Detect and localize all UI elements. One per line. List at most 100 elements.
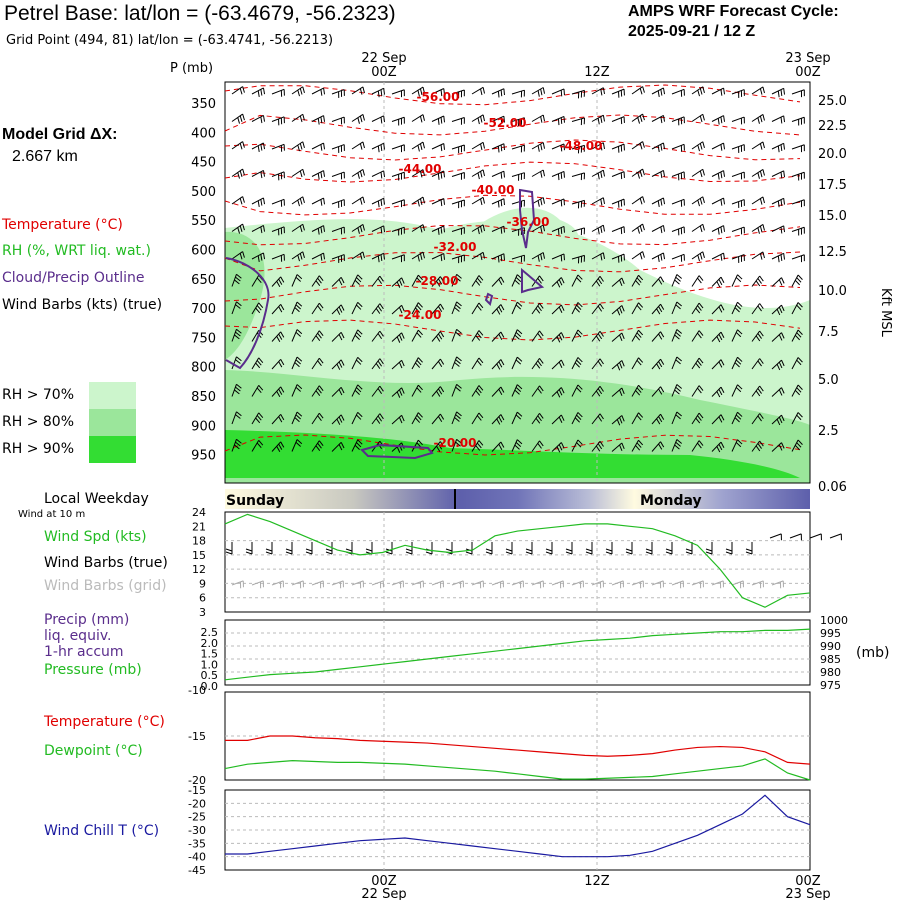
wind-barb-shaft [651, 441, 661, 452]
wind-barb-flag [720, 441, 725, 448]
wind-barb-shaft [471, 251, 484, 260]
wind-barb-flag [257, 145, 260, 153]
wind-barb-flag [563, 253, 565, 261]
wind-barb-flag [456, 356, 462, 362]
wind-barb-flag [439, 331, 445, 338]
wind-barb-flag [260, 144, 263, 151]
wind-barb-flag [585, 551, 593, 555]
wind-barb-flag [438, 306, 443, 312]
wind-barb-shaft [491, 115, 505, 122]
wind-barb-flag [723, 198, 726, 205]
wind-barb-shaft [351, 86, 364, 95]
wind-barb-flag [323, 115, 326, 122]
wind-barb-shaft [731, 171, 745, 177]
wind-barb-flag [357, 411, 363, 418]
wind-barb-flag [780, 199, 783, 206]
wind-barb-shaft [711, 359, 722, 370]
wind-barb-shaft [751, 303, 761, 315]
wind-barb-flag [759, 440, 764, 447]
wind-barb-shaft [671, 411, 678, 425]
weekday-monday: Monday [640, 493, 702, 509]
top-tick-12z: 12Z [584, 65, 610, 80]
wind-barb-shaft [611, 387, 623, 397]
wind-barb-flag [657, 90, 660, 98]
wind-barb-flag [776, 309, 781, 316]
wind-barb-shaft [431, 358, 441, 370]
wind-barb-shaft [291, 439, 298, 452]
wind-barb-flag [563, 143, 565, 151]
wind-barb-flag [498, 306, 503, 313]
wind-barb-flag [239, 88, 243, 95]
wind-barb-flag [456, 438, 462, 444]
wind-barb-flag [720, 254, 723, 261]
wind-barb-shaft [531, 169, 544, 177]
wind-barb-flag [660, 303, 665, 310]
wind-barb-flag [295, 359, 301, 365]
wind-barb-shaft [331, 386, 342, 397]
wind-barb-flag [638, 439, 644, 446]
wind-barb-flag [305, 548, 313, 552]
wind-barb-flag [320, 254, 323, 261]
wind-barb-flag [443, 143, 446, 150]
wind-barb-shaft [531, 224, 544, 232]
wind-barb-flag [401, 305, 405, 312]
wind-barb-flag [377, 388, 383, 395]
wind-barb-flag [759, 198, 763, 205]
wind-barb-flag [485, 551, 493, 555]
wind-barb-flag [745, 551, 753, 555]
wind-barb-flag [674, 444, 680, 450]
wind-barb-shaft [751, 358, 761, 370]
wind-barb-flag [705, 548, 713, 552]
wind-barb-flag [602, 142, 606, 150]
wind-barb-shaft [791, 357, 799, 370]
wind-barb-flag [657, 200, 660, 208]
wind-barb-flag [482, 252, 486, 259]
wind-barb-flag [295, 414, 301, 420]
rh90-label: RH > 90% [2, 441, 75, 457]
wind-barb-flag [239, 225, 243, 232]
wind-barb-flag [599, 303, 604, 310]
wind-barb-shaft [371, 225, 384, 232]
wind-barb-flag [780, 117, 783, 124]
wind-barb-shaft [671, 198, 685, 205]
wind-barb-flag [720, 304, 725, 311]
wind-barb-shaft [291, 113, 304, 122]
wind-barb-flag [278, 278, 283, 285]
wind-speed-tick-label: 6 [199, 592, 206, 605]
wind-barb-flag [600, 199, 603, 206]
wind-barb-flag [398, 417, 403, 424]
wind-barb-flag [560, 414, 565, 421]
wind-barb-flag [695, 307, 701, 314]
wind-barb-flag [296, 274, 303, 280]
wind-speed-tick-label: 18 [192, 535, 206, 548]
wind-barb-flag [438, 333, 443, 340]
cloud-outline-left [225, 257, 270, 370]
height-tick-label: 7.5 [818, 325, 839, 340]
wind-barb-flag [602, 225, 606, 232]
wind-barb-shaft [651, 169, 664, 177]
wind-barb-flag [296, 411, 303, 417]
wind-barb-flag [660, 144, 663, 151]
wind-barb-flag [557, 228, 560, 236]
wind-barb-flag [560, 255, 563, 262]
wind-barb-flag [781, 442, 785, 449]
wind-barb-flag [797, 384, 803, 390]
wind-barb-flag [720, 276, 725, 283]
wind-barb-flag [480, 171, 483, 178]
pressure-label: Pressure (mb) [44, 662, 142, 678]
wind-barb-shaft [511, 411, 518, 425]
wind-barb-flag [599, 358, 604, 365]
wind-barb-flag [357, 384, 363, 390]
wind-barb-flag [757, 333, 762, 339]
wind-barb-flag [762, 224, 765, 231]
wind-barb-flag [340, 359, 345, 366]
wind-barb-flag [702, 196, 705, 203]
wind-barb-shaft [531, 580, 544, 586]
wind-barb-shaft [331, 441, 342, 452]
wind-barb-flag [405, 548, 413, 552]
wind-barb-flag [383, 115, 386, 123]
wind-barb-flag [280, 276, 285, 283]
wind-barb-flag [597, 278, 603, 285]
pressure-tick-label: 350 [191, 97, 216, 112]
temperature-tick-label: -15 [188, 730, 206, 743]
